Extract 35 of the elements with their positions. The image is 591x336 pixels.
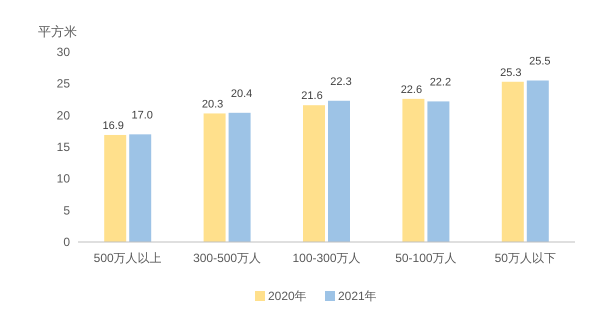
data-label: 20.3 [202,98,224,110]
y-tick-label: 30 [56,45,70,59]
bar [228,112,251,242]
y-tick-label: 10 [56,172,70,186]
x-tick-label: 50万人以下 [494,251,556,265]
data-label: 21.6 [301,90,323,102]
data-label: 22.6 [400,84,422,96]
bar [303,105,325,242]
legend-label: 2020年 [268,289,307,303]
y-tick-label: 20 [56,108,70,122]
y-tick-label: 15 [56,140,70,154]
data-label: 16.9 [102,120,124,132]
bar [104,134,126,242]
x-tick-label: 100-300万人 [292,251,361,265]
data-label: 25.3 [500,66,522,79]
data-label: 22.3 [330,76,352,88]
y-tick-label: 0 [63,235,70,249]
data-label: 17.0 [131,109,153,122]
x-tick-label: 300-500万人 [193,251,262,265]
data-label: 22.2 [430,76,452,88]
y-tick-label: 5 [63,203,70,218]
x-tick-label: 500万人以上 [94,251,162,265]
bar [129,134,152,242]
data-label: 20.4 [230,88,252,100]
bar [328,100,350,242]
y-axis-title: 平方米 [38,24,77,39]
bar [427,101,450,242]
bar [402,98,424,242]
bar [204,113,226,242]
bar [502,82,524,242]
legend-label: 2021年 [338,289,377,303]
y-tick-label: 25 [56,76,70,91]
bar [526,80,549,242]
data-label: 25.5 [529,56,551,68]
x-tick-label: 50-100万人 [395,251,457,265]
